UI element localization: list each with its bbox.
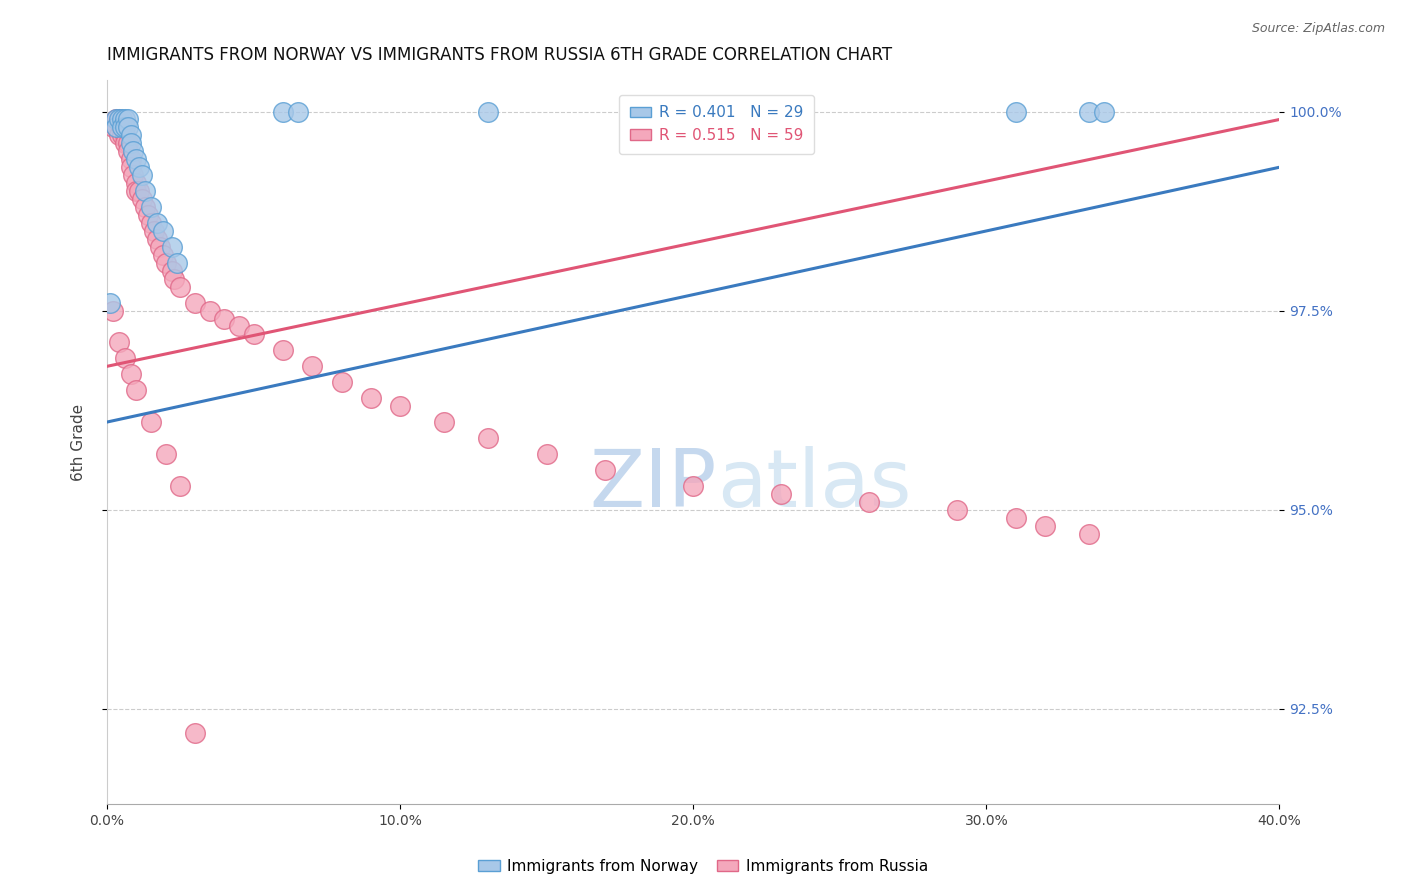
Point <box>128 160 150 174</box>
Point <box>104 112 127 127</box>
Point <box>104 120 127 135</box>
Point <box>1033 518 1056 533</box>
Point <box>104 112 127 127</box>
Point <box>125 383 148 397</box>
Point <box>433 415 456 429</box>
Point <box>120 128 142 143</box>
Point <box>146 232 169 246</box>
Point <box>120 368 142 382</box>
Point <box>104 120 127 135</box>
Point <box>125 153 148 167</box>
Point <box>114 112 136 127</box>
Point <box>160 240 183 254</box>
Legend: Immigrants from Norway, Immigrants from Russia: Immigrants from Norway, Immigrants from … <box>472 853 934 880</box>
Point <box>271 343 294 358</box>
Point <box>360 391 382 405</box>
Text: atlas: atlas <box>717 446 911 524</box>
Point <box>111 128 134 143</box>
Point <box>477 431 499 445</box>
Point <box>389 399 412 413</box>
Point <box>184 295 207 310</box>
Point <box>120 153 142 167</box>
Point <box>155 256 177 270</box>
Point <box>114 128 136 143</box>
Point <box>242 327 264 342</box>
Point <box>477 104 499 119</box>
Point <box>114 120 136 135</box>
Point <box>301 359 323 374</box>
Point <box>155 447 177 461</box>
Point <box>117 145 139 159</box>
Point <box>117 136 139 151</box>
Point <box>111 120 134 135</box>
Point <box>98 295 121 310</box>
Legend: R = 0.401   N = 29, R = 0.515   N = 59: R = 0.401 N = 29, R = 0.515 N = 59 <box>619 95 814 153</box>
Point <box>143 224 166 238</box>
Point <box>136 208 159 222</box>
Point <box>107 112 129 127</box>
Point <box>169 279 191 293</box>
Point <box>287 104 309 119</box>
Point <box>330 376 353 390</box>
Point <box>107 112 129 127</box>
Text: ZIP: ZIP <box>589 446 717 524</box>
Point <box>198 303 221 318</box>
Point <box>107 128 129 143</box>
Point <box>122 145 145 159</box>
Point <box>120 136 142 151</box>
Text: Source: ZipAtlas.com: Source: ZipAtlas.com <box>1251 22 1385 36</box>
Point <box>139 415 162 429</box>
Point <box>149 240 172 254</box>
Point <box>1004 104 1026 119</box>
Point <box>139 216 162 230</box>
Point <box>117 112 139 127</box>
Point <box>152 248 174 262</box>
Point <box>271 104 294 119</box>
Point <box>111 120 134 135</box>
Point <box>101 303 124 318</box>
Point <box>946 502 969 516</box>
Point <box>114 136 136 151</box>
Point <box>163 271 186 285</box>
Y-axis label: 6th Grade: 6th Grade <box>72 403 86 481</box>
Point <box>117 120 139 135</box>
Point <box>741 104 763 119</box>
Point <box>682 479 704 493</box>
Point <box>134 184 156 198</box>
Point <box>131 168 153 182</box>
Point <box>134 200 156 214</box>
Point <box>1077 526 1099 541</box>
Point <box>228 319 250 334</box>
Point <box>120 160 142 174</box>
Point <box>125 184 148 198</box>
Point <box>1004 510 1026 524</box>
Point <box>152 224 174 238</box>
Point <box>101 120 124 135</box>
Point <box>1077 104 1099 119</box>
Point <box>122 168 145 182</box>
Point <box>146 216 169 230</box>
Text: IMMIGRANTS FROM NORWAY VS IMMIGRANTS FROM RUSSIA 6TH GRADE CORRELATION CHART: IMMIGRANTS FROM NORWAY VS IMMIGRANTS FRO… <box>107 46 893 64</box>
Point <box>770 486 793 500</box>
Point <box>114 351 136 366</box>
Point <box>184 725 207 739</box>
Point <box>536 447 558 461</box>
Point <box>166 256 188 270</box>
Point <box>131 192 153 206</box>
Point <box>139 200 162 214</box>
Point <box>858 494 880 508</box>
Point <box>107 335 129 350</box>
Point <box>128 184 150 198</box>
Point <box>169 479 191 493</box>
Point <box>160 264 183 278</box>
Point <box>1092 104 1115 119</box>
Point <box>214 311 236 326</box>
Point <box>111 112 134 127</box>
Point <box>125 176 148 190</box>
Point <box>595 463 617 477</box>
